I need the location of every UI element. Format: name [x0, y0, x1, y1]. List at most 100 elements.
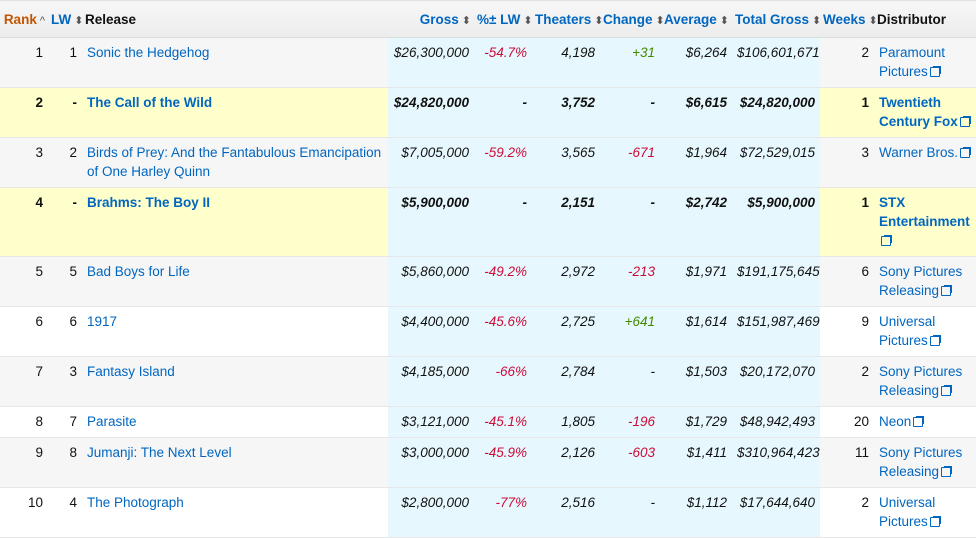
cell-lw: 6	[48, 306, 82, 357]
external-link-icon[interactable]	[941, 385, 953, 396]
gross-value: $26,300,000	[393, 45, 469, 60]
external-link-icon[interactable]	[929, 335, 941, 346]
change-value: -196	[627, 414, 655, 429]
column-header-change[interactable]: Change ⬍	[600, 0, 665, 38]
release-link[interactable]: Parasite	[87, 414, 137, 429]
release-link[interactable]: The Photograph	[87, 495, 184, 510]
sort-icon[interactable]: ⬍	[868, 14, 878, 27]
sort-icon[interactable]: ⬍	[719, 14, 729, 27]
pct-value: -59.2%	[484, 145, 527, 160]
rank-value: 6	[35, 314, 43, 329]
cell-gross: $4,185,000	[388, 356, 474, 407]
release-link[interactable]: Birds of Prey: And the Fantabulous Emanc…	[87, 145, 382, 179]
cell-distributor: Neon	[874, 406, 976, 438]
cell-total: $24,820,000	[732, 87, 820, 138]
cell-average: $1,503	[660, 356, 732, 407]
distributor-link[interactable]: Twentieth Century Fox	[879, 95, 958, 129]
column-header-lw[interactable]: LW ⬍	[48, 0, 84, 38]
external-link-icon[interactable]	[881, 235, 892, 246]
cell-theaters: 2,784	[532, 356, 600, 407]
gross-value: $7,005,000	[401, 145, 469, 160]
cell-release: Jumanji: The Next Level	[82, 437, 388, 488]
external-link-icon[interactable]	[929, 516, 941, 527]
cell-theaters: 2,725	[532, 306, 600, 357]
cell-average: $1,614	[660, 306, 732, 357]
release-link[interactable]: Sonic the Hedgehog	[87, 45, 210, 60]
external-link-icon[interactable]	[929, 66, 941, 77]
theaters-value: 2,972	[561, 264, 595, 279]
distributor-link[interactable]: Sony Pictures Releasing	[879, 364, 963, 398]
column-header-pct[interactable]: %± LW ⬍	[474, 0, 533, 38]
sort-icon[interactable]: ⬍	[523, 14, 533, 27]
cell-total: $151,987,469	[732, 306, 820, 357]
release-link[interactable]: Jumanji: The Next Level	[87, 445, 232, 460]
change-value: -	[650, 95, 656, 110]
cell-theaters: 4,198	[532, 37, 600, 88]
release-link[interactable]: Fantasy Island	[87, 364, 175, 379]
cell-release: Fantasy Island	[82, 356, 388, 407]
distributor-link[interactable]: STX Entertainment	[879, 195, 970, 229]
cell-lw: -	[48, 187, 82, 257]
cell-gross: $2,800,000	[388, 487, 474, 538]
pct-value: -77%	[495, 495, 527, 510]
distributor-link[interactable]: Universal Pictures	[879, 495, 936, 529]
sort-icon[interactable]: ⬍	[655, 14, 665, 27]
rank-value: 7	[35, 364, 43, 379]
distributor-link[interactable]: Sony Pictures Releasing	[879, 264, 963, 298]
total-value: $106,601,671	[737, 45, 820, 60]
total-value: $191,175,645	[737, 264, 820, 279]
column-header-rank[interactable]: Rank ^	[0, 0, 48, 38]
distributor-link[interactable]: Universal Pictures	[879, 314, 936, 348]
cell-release: Bad Boys for Life	[82, 256, 388, 307]
cell-distributor: STX Entertainment	[874, 187, 976, 257]
distributor-link[interactable]: Paramount Pictures	[879, 45, 946, 79]
table-row: 3 2 Birds of Prey: And the Fantabulous Ema…	[0, 137, 976, 188]
sort-icon[interactable]: ⬍	[74, 14, 84, 27]
external-link-icon[interactable]	[959, 116, 971, 127]
external-link-icon[interactable]	[941, 466, 953, 477]
cell-average: $1,729	[660, 406, 732, 438]
total-value: $151,987,469	[737, 314, 820, 329]
column-header-label: %± LW	[477, 11, 521, 27]
release-link[interactable]: Brahms: The Boy II	[87, 195, 211, 210]
column-header-theaters[interactable]: Theaters ⬍	[532, 0, 604, 38]
gross-value: $2,800,000	[401, 495, 469, 510]
distributor-link[interactable]: Sony Pictures Releasing	[879, 445, 963, 479]
sort-icon[interactable]: ⬍	[812, 14, 822, 27]
cell-weeks: 20	[820, 406, 874, 438]
cell-change: -671	[600, 137, 660, 188]
column-header-gross[interactable]: Gross ⬍	[388, 0, 474, 38]
weeks-value: 11	[854, 445, 869, 460]
cell-gross: $4,400,000	[388, 306, 474, 357]
cell-average: $2,742	[660, 187, 732, 257]
distributor-link[interactable]: Warner Bros.	[879, 145, 959, 160]
column-header-average[interactable]: Average ⬍	[660, 0, 732, 38]
column-header-label: Change	[603, 11, 653, 27]
external-link-icon[interactable]	[913, 416, 925, 427]
theaters-value: 2,126	[561, 445, 595, 460]
cell-rank: 2	[0, 87, 48, 138]
sort-icon[interactable]: ⬍	[594, 14, 604, 27]
change-value: -671	[627, 145, 655, 160]
distributor-link[interactable]: Neon	[879, 414, 912, 429]
release-link[interactable]: Bad Boys for Life	[87, 264, 190, 279]
column-header-label: Distributor	[877, 11, 946, 27]
caret-up-icon[interactable]: ^	[39, 14, 45, 27]
cell-rank: 4	[0, 187, 48, 257]
external-link-icon[interactable]	[960, 147, 972, 158]
release-link[interactable]: 1917	[87, 314, 118, 329]
change-value: +641	[624, 314, 655, 329]
table-row: 10 4 The Photograph $2,800,000 -77% 2,516 - $1,…	[0, 487, 976, 538]
cell-gross: $5,860,000	[388, 256, 474, 307]
column-header-weeks[interactable]: Weeks ⬍	[820, 0, 878, 38]
cell-rank: 3	[0, 137, 48, 188]
theaters-value: 2,725	[561, 314, 595, 329]
weeks-value: 2	[861, 45, 869, 60]
column-header-total[interactable]: Total Gross ⬍	[732, 0, 822, 38]
sort-icon[interactable]: ⬍	[461, 14, 471, 27]
release-link[interactable]: The Call of the Wild	[87, 95, 213, 110]
cell-theaters: 2,972	[532, 256, 600, 307]
column-header-label: Rank	[3, 11, 37, 27]
cell-distributor: Twentieth Century Fox	[874, 87, 976, 138]
external-link-icon[interactable]	[941, 285, 953, 296]
